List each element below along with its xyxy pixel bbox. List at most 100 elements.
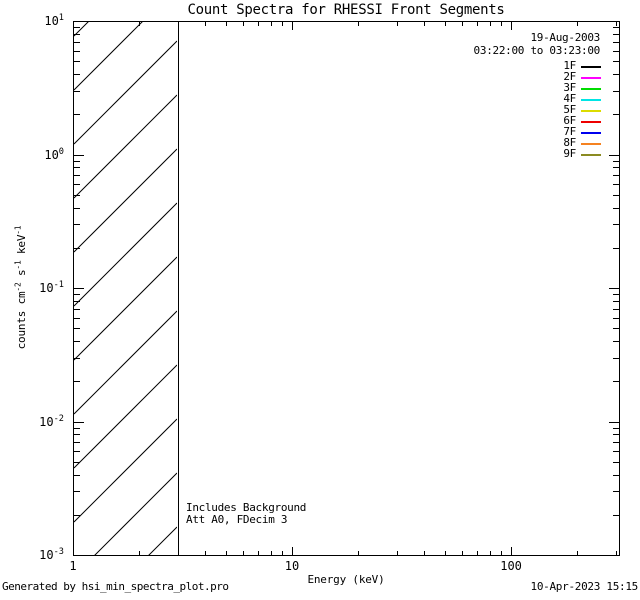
x-minor-tick <box>490 551 491 555</box>
hatch-line <box>73 310 178 415</box>
y-minor-tick <box>74 161 80 162</box>
obs-time-range: 03:22:00 to 03:23:00 <box>473 44 601 57</box>
y-minor-tick-right <box>613 381 619 382</box>
y-minor-tick-right <box>613 42 619 43</box>
y-minor-tick <box>74 328 80 329</box>
y-minor-tick <box>74 301 80 302</box>
x-minor-tick-top <box>178 22 179 26</box>
y-major-tick-right <box>609 288 619 289</box>
y-minor-tick <box>74 175 80 176</box>
y-minor-tick-right <box>613 74 619 75</box>
y-minor-tick <box>74 318 80 319</box>
hatch-line <box>73 148 178 253</box>
legend-swatch-line-7f <box>581 131 601 134</box>
y-minor-tick-right <box>613 491 619 492</box>
y-minor-tick <box>74 74 80 75</box>
y-minor-tick <box>74 91 80 92</box>
y-minor-tick-right <box>613 475 619 476</box>
footer-left: Generated by hsi_min_spectra_plot.pro <box>2 580 229 593</box>
legend-label-1f: 1F <box>563 59 576 72</box>
x-major-tick <box>73 547 74 555</box>
legend-label-7f: 7F <box>563 125 576 138</box>
legend-label-4f: 4F <box>563 92 576 105</box>
y-minor-tick <box>74 475 80 476</box>
y-minor-tick <box>74 27 80 28</box>
y-minor-tick-right <box>613 27 619 28</box>
hatch-line <box>73 202 178 307</box>
hatch-line <box>73 256 178 361</box>
y-minor-tick-right <box>613 91 619 92</box>
x-minor-tick <box>477 551 478 555</box>
x-major-tick-top <box>511 22 512 30</box>
x-minor-tick-top <box>226 22 227 26</box>
y-minor-tick-right <box>613 195 619 196</box>
x-minor-tick-top <box>258 22 259 26</box>
hatch-line <box>73 418 178 523</box>
y-minor-tick-right <box>613 309 619 310</box>
x-minor-tick <box>282 551 283 555</box>
y-minor-tick <box>74 184 80 185</box>
y-minor-tick-right <box>613 184 619 185</box>
y-minor-tick-right <box>613 341 619 342</box>
y-axis-label: counts cm-2 s-1 keV-1 <box>13 225 29 350</box>
y-minor-tick-right <box>613 428 619 429</box>
y-minor-tick <box>74 451 80 452</box>
legend-label-3f: 3F <box>563 81 576 94</box>
y-minor-tick-right <box>613 114 619 115</box>
x-major-tick-top <box>73 22 74 30</box>
x-minor-tick <box>616 551 617 555</box>
y-tick-label: 10-2 <box>39 413 64 429</box>
x-tick-label: 100 <box>500 559 522 573</box>
x-minor-tick <box>358 551 359 555</box>
hatch-region <box>73 0 179 600</box>
observation-info: 19-Aug-2003 03:22:00 to 03:23:00 <box>473 31 601 57</box>
y-major-tick-right <box>609 21 619 22</box>
y-minor-tick-right <box>613 328 619 329</box>
y-minor-tick-right <box>613 161 619 162</box>
y-minor-tick <box>74 224 80 225</box>
x-minor-tick-top <box>424 22 425 26</box>
x-minor-tick <box>445 551 446 555</box>
y-minor-tick <box>74 442 80 443</box>
x-major-tick <box>292 547 293 555</box>
y-minor-tick-right <box>613 175 619 176</box>
y-minor-tick <box>74 34 80 35</box>
x-minor-tick <box>501 551 502 555</box>
y-minor-tick <box>74 208 80 209</box>
y-minor-tick <box>74 381 80 382</box>
y-major-tick-right <box>609 155 619 156</box>
y-minor-tick <box>74 515 80 516</box>
y-minor-tick <box>74 491 80 492</box>
x-minor-tick <box>397 551 398 555</box>
legend-swatch-line-9f <box>581 153 601 156</box>
x-minor-tick-top <box>462 22 463 26</box>
y-major-tick <box>74 288 84 289</box>
y-minor-tick-right <box>613 462 619 463</box>
y-minor-tick <box>74 114 80 115</box>
hatch-line <box>73 40 178 145</box>
y-minor-tick <box>74 248 80 249</box>
hatch-line <box>73 94 178 199</box>
legend-swatch-line-1f <box>581 65 601 68</box>
x-minor-tick-top <box>271 22 272 26</box>
x-tick-label: 1 <box>69 559 77 573</box>
obs-date: 19-Aug-2003 <box>530 31 600 44</box>
x-minor-tick <box>139 551 140 555</box>
legend-label-9f: 9F <box>563 147 576 160</box>
x-major-tick <box>511 547 512 555</box>
x-minor-tick <box>271 551 272 555</box>
x-minor-tick <box>243 551 244 555</box>
x-minor-tick <box>178 551 179 555</box>
y-minor-tick-right <box>613 224 619 225</box>
y-minor-tick-right <box>613 34 619 35</box>
y-major-tick-right <box>609 555 619 556</box>
y-minor-tick-right <box>613 248 619 249</box>
plot-border <box>73 21 620 556</box>
x-minor-tick-top <box>205 22 206 26</box>
y-minor-tick-right <box>613 167 619 168</box>
y-tick-label: 101 <box>44 13 64 28</box>
y-tick-label: 10-1 <box>39 280 64 295</box>
y-minor-tick <box>74 341 80 342</box>
x-minor-tick-top <box>397 22 398 26</box>
